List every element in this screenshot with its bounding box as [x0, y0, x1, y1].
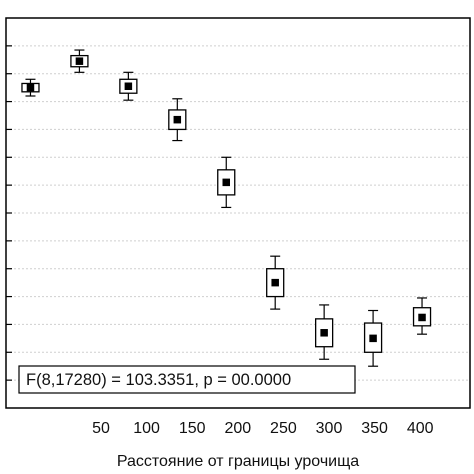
x-axis-tick-labels: 50 100 150 200 250 300 350 400: [92, 420, 434, 437]
x-tick-label: 50: [92, 420, 110, 437]
y-axis-ticks: [6, 45, 12, 381]
mean-marker: [418, 313, 426, 322]
x-tick-label: 100: [133, 420, 160, 437]
stats-annotation-box: [18, 365, 356, 394]
stats-annotation-text: F(8,17280) = 103.3351, p = 00.0000: [26, 371, 291, 389]
gridlines: [6, 45, 470, 381]
data-series: [21, 49, 432, 367]
x-tick-label: 300: [316, 420, 343, 437]
mean-marker: [369, 334, 377, 343]
mean-marker: [75, 57, 84, 65]
x-tick-label: 400: [407, 420, 434, 437]
stats-annotation: F(8,17280) = 103.3351, p = 00.0000: [18, 365, 356, 394]
plot-frame: [5, 17, 471, 409]
x-tick-label: 350: [361, 420, 388, 437]
x-tick-label: 200: [224, 420, 251, 437]
mean-marker: [320, 329, 328, 337]
mean-marker: [26, 83, 35, 92]
x-tick-label: 150: [179, 420, 206, 437]
mean-marker: [173, 115, 182, 124]
mean-marker: [124, 82, 133, 90]
mean-marker: [222, 178, 231, 187]
x-axis-title: Расстояние от границы урочища: [117, 453, 359, 470]
x-tick-label: 250: [270, 420, 297, 437]
mean-marker: [271, 278, 279, 287]
